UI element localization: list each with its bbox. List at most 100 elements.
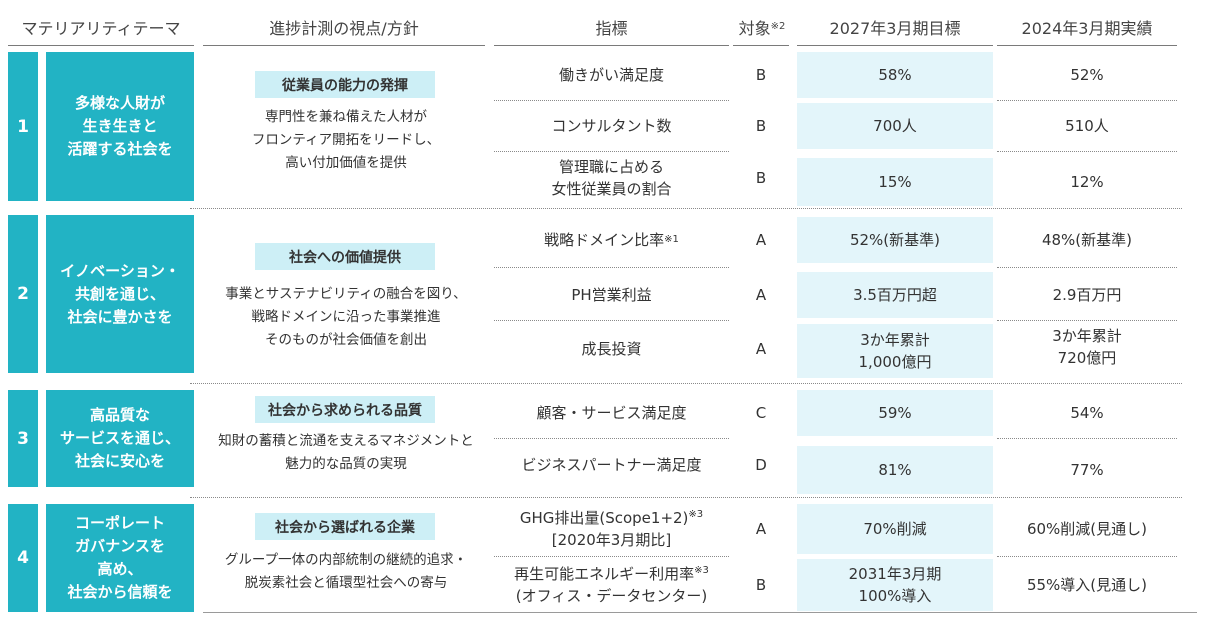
- table-bottom-line: [203, 612, 1197, 613]
- target-cell: A: [755, 286, 767, 304]
- indicator-cell: 戦略ドメイン比率 ※1: [544, 231, 679, 249]
- row-divider: [494, 267, 729, 268]
- row-divider: [997, 556, 1177, 557]
- row-divider: [494, 556, 729, 557]
- policy-line: 脱炭素社会と循環型社会への寄与: [244, 575, 448, 591]
- header-underline: [733, 45, 789, 46]
- theme-line: 共創を通じ、: [74, 284, 165, 303]
- target-cell: B: [755, 576, 767, 594]
- theme-title: 高品質な サービスを通じ、 社会に安心を: [46, 390, 194, 487]
- theme-number: 2: [8, 215, 38, 373]
- theme-line: サービスを通じ、: [59, 429, 180, 447]
- policy-line: グループ一体の内部統制の継続的追求・: [224, 552, 468, 568]
- indicator-text: GHG排出量(Scope1+2): [519, 509, 689, 527]
- row-divider: [997, 151, 1177, 152]
- goal-cell: 3.5百万円超: [797, 272, 993, 318]
- row-divider: [997, 438, 1177, 439]
- actual-cell: 60%削減(見通し): [1026, 520, 1148, 538]
- indicator-text: 成長投資: [581, 340, 642, 358]
- policy-line: 知財の蓄積と流通を支えるマネジメントと: [218, 433, 474, 449]
- theme-line: ガバナンスを: [75, 537, 165, 555]
- indicator-text: 女性従業員の割合: [551, 180, 672, 198]
- policy-title: 社会から求められる品質: [255, 396, 435, 423]
- header-underline: [997, 45, 1177, 46]
- goal-text: 3か年累計: [860, 331, 930, 349]
- theme-line: 高品質な: [89, 406, 150, 424]
- header-underline: [203, 45, 485, 46]
- policy-title: 社会から選ばれる企業: [255, 513, 435, 540]
- theme-title: コーポレート ガバナンスを 高め、 社会から信頼を: [46, 504, 194, 612]
- actual-cell: 77%: [1070, 461, 1104, 479]
- actual-cell: 510人: [1065, 117, 1109, 135]
- header-indicator: 指標: [595, 19, 628, 38]
- theme-line: 生き生きと: [82, 117, 158, 135]
- theme-number: 1: [8, 52, 38, 201]
- row-divider: [997, 267, 1177, 268]
- indicator-cell: 顧客・サービス満足度: [494, 390, 729, 436]
- theme-line: 活躍する社会を: [67, 140, 173, 158]
- actual-cell: 3か年累計 720億円: [997, 320, 1177, 374]
- actual-text: 720億円: [1057, 349, 1117, 367]
- goal-cell: 3か年累計 1,000億円: [797, 324, 993, 378]
- indicator-cell: 成長投資: [494, 324, 729, 374]
- theme-line: 社会から信頼を: [67, 583, 173, 601]
- actual-cell: 52%: [1070, 66, 1104, 84]
- goal-cell: 58%: [797, 52, 993, 98]
- target-cell: B: [755, 117, 767, 135]
- row-divider: [997, 320, 1177, 321]
- policy-description: 専門性を兼ね備えた人材が フロンティア開拓をリードし、 高い付加価値を提供: [200, 106, 492, 175]
- goal-cell: 700人: [797, 103, 993, 149]
- header-target: 対象 ※2: [729, 12, 795, 42]
- indicator-cell: 管理職に占める 女性従業員の割合: [494, 154, 729, 202]
- goal-cell: 2031年3月期 100%導入: [797, 559, 993, 611]
- policy-line: 戦略ドメインに沿った事業推進: [251, 309, 441, 325]
- goal-cell: 15%: [797, 158, 993, 206]
- indicator-text: 再生可能エネルギー利用率: [514, 565, 695, 583]
- header-actual: 2024年3月期実績: [1021, 19, 1153, 38]
- goal-cell: 81%: [797, 446, 993, 494]
- theme-number: 4: [8, 504, 38, 612]
- target-cell: B: [755, 169, 767, 187]
- policy-description: 事業とサステナビリティの融合を図り、 戦略ドメインに沿った事業推進 そのものが社…: [200, 283, 492, 352]
- indicator-note: ※3: [688, 509, 704, 520]
- actual-cell: 48%(新基準): [1041, 231, 1133, 249]
- indicator-text: 顧客・サービス満足度: [536, 404, 687, 422]
- actual-cell: 55%導入(見通し): [1026, 576, 1148, 594]
- actual-cell: 54%: [1070, 404, 1104, 422]
- policy-line: そのものが社会価値を創出: [265, 332, 427, 348]
- indicator-cell: コンサルタント数: [494, 103, 729, 149]
- header-underline: [797, 45, 993, 46]
- policy-line: 事業とサステナビリティの融合を図り、: [225, 286, 467, 302]
- policy-line: 魅力的な品質の実現: [285, 456, 407, 472]
- row-divider: [494, 100, 729, 101]
- policy-line: 高い付加価値を提供: [285, 155, 407, 171]
- actual-cell: 12%: [1070, 173, 1104, 191]
- indicator-text: ビジネスパートナー満足度: [521, 456, 702, 474]
- indicator-text: 管理職に占める: [558, 158, 664, 176]
- indicator-cell: 働きがい満足度: [494, 52, 729, 98]
- theme-line: 社会に豊かさを: [67, 307, 173, 326]
- policy-line: フロンティア開拓をリードし、: [251, 132, 441, 148]
- theme-line: 高め、: [97, 560, 143, 578]
- goal-cell: 59%: [797, 390, 993, 436]
- goal-text: 2031年3月期: [848, 565, 942, 583]
- policy-line: 専門性を兼ね備えた人材が: [265, 109, 427, 125]
- theme-number: 3: [8, 390, 38, 487]
- header-target-label: 対象: [738, 19, 771, 38]
- actual-cell: 2.9百万円: [1052, 286, 1122, 304]
- indicator-text: PH営業利益: [571, 286, 652, 304]
- section-divider: [190, 497, 1182, 498]
- policy-description: グループ一体の内部統制の継続的追求・ 脱炭素社会と循環型社会への寄与: [200, 549, 492, 595]
- goal-text: 100%導入: [858, 587, 932, 605]
- header-underline: [8, 45, 194, 46]
- row-divider: [494, 438, 729, 439]
- theme-title: 多様な人財が 生き生きと 活躍する社会を: [46, 52, 194, 201]
- policy-title: 従業員の能力の発揮: [255, 71, 435, 98]
- actual-text: 3か年累計: [1052, 327, 1122, 345]
- policy-description: 知財の蓄積と流通を支えるマネジメントと 魅力的な品質の実現: [200, 430, 492, 476]
- goal-text: 1,000億円: [858, 353, 932, 371]
- row-divider: [997, 100, 1177, 101]
- target-cell: A: [755, 520, 767, 538]
- target-cell: A: [755, 340, 767, 358]
- theme-title: イノベーション・ 共創を通じ、 社会に豊かさを: [46, 215, 194, 373]
